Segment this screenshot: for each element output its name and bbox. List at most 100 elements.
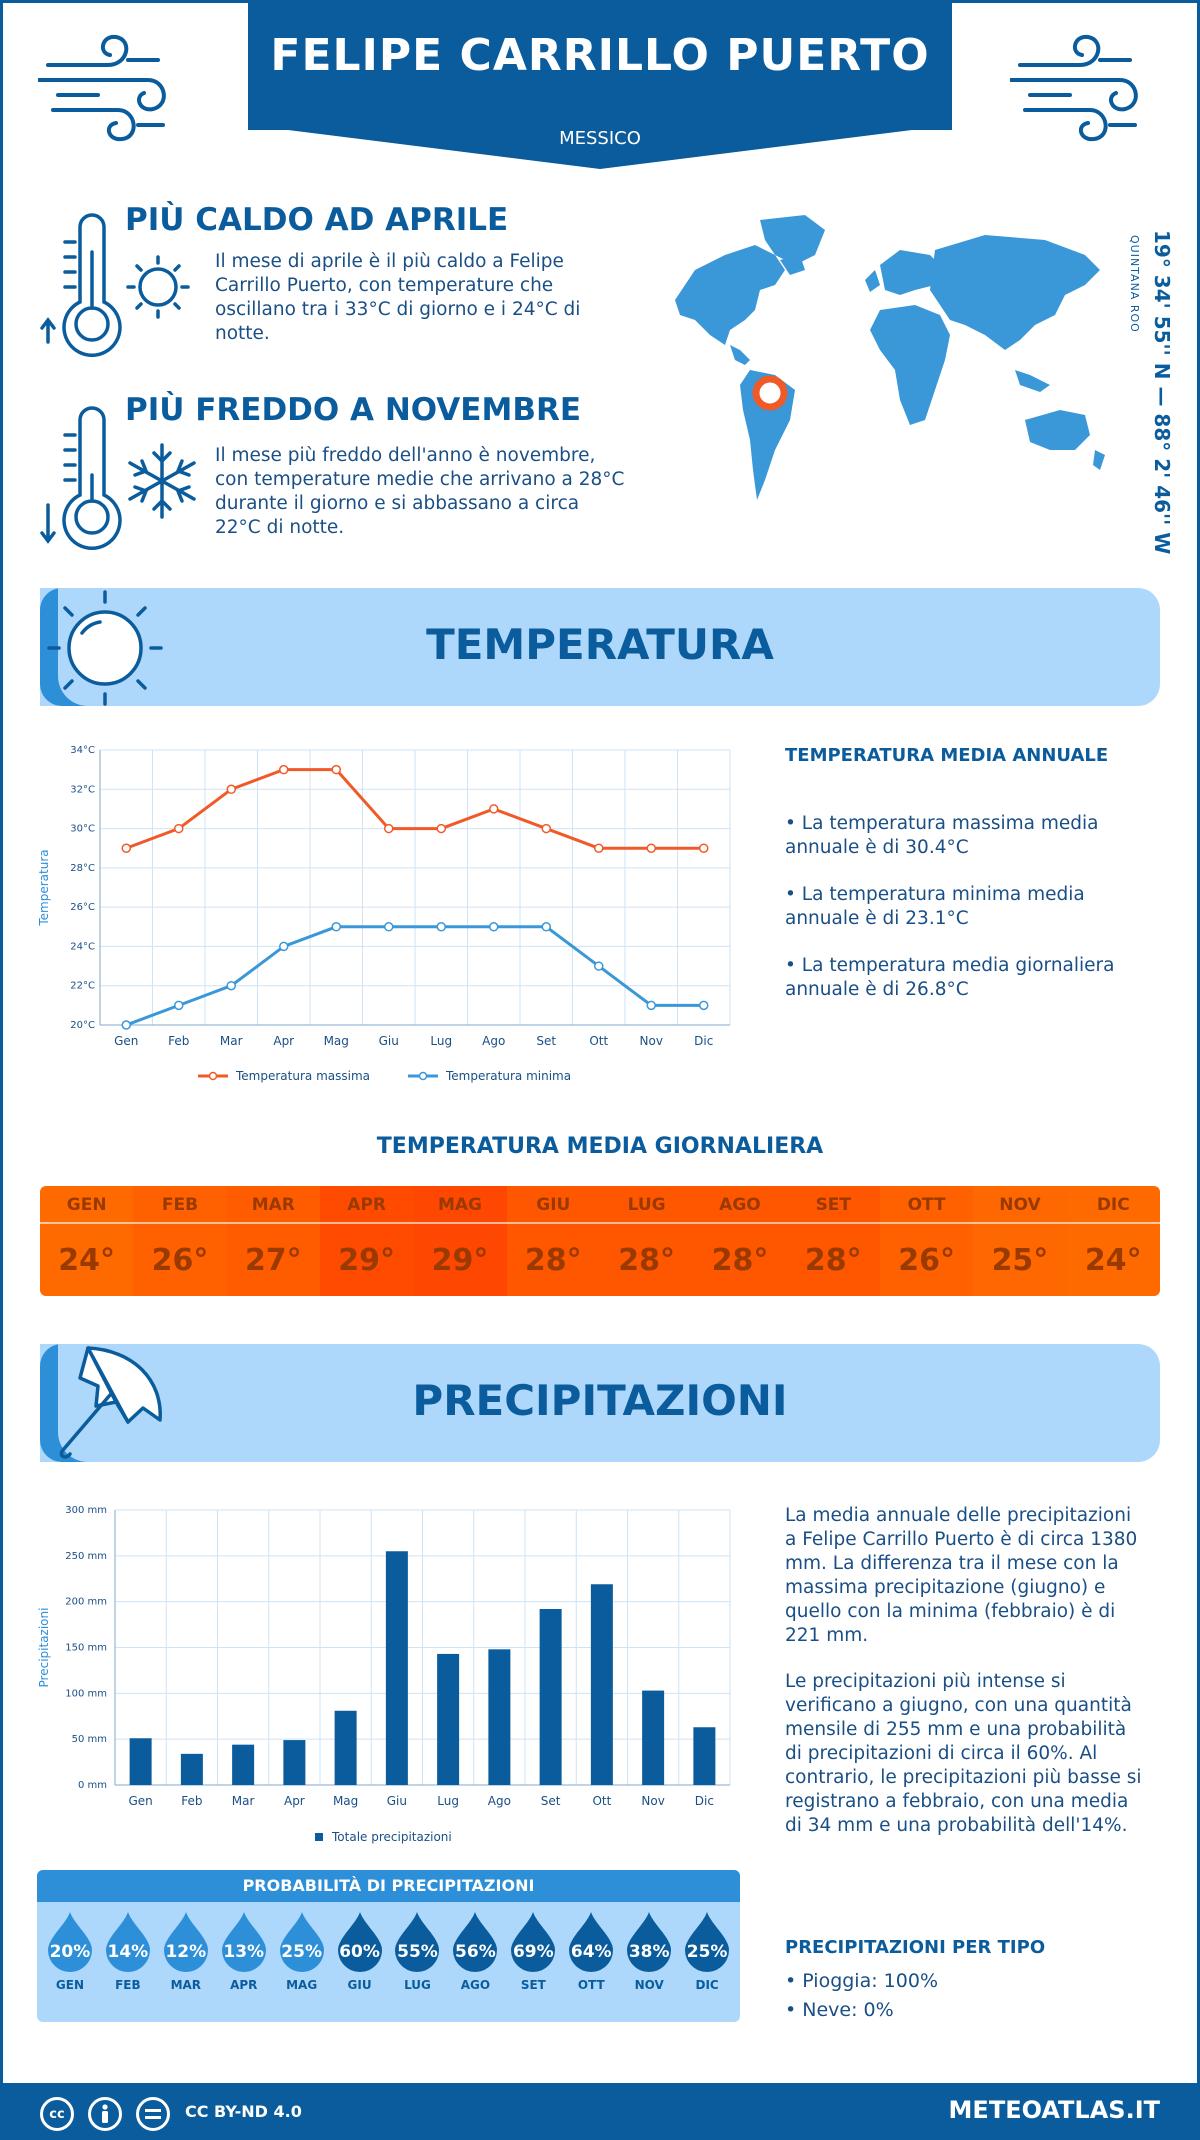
y-tick-label: 30°C — [70, 824, 95, 835]
data-point — [436, 823, 446, 834]
data-point — [226, 980, 236, 991]
daily-cell: NOV 25° — [973, 1186, 1067, 1296]
data-point — [699, 843, 709, 853]
daily-month-label: OTT — [879, 1186, 974, 1224]
daily-month-label: NOV — [973, 1186, 1067, 1224]
x-tick-label: Ott — [592, 1794, 611, 1808]
attribution-icon — [88, 2097, 122, 2131]
precip-type-snow: • Neve: 0% — [785, 1999, 894, 2021]
probability-value: 12% — [165, 1942, 207, 1962]
probability-value: 14% — [107, 1942, 149, 1962]
legend-marker — [208, 1071, 218, 1081]
daily-temp-value: 28° — [804, 1242, 862, 1278]
data-point — [174, 823, 184, 834]
data-point — [541, 823, 551, 834]
legend-marker — [418, 1071, 428, 1081]
x-tick-label: Set — [536, 1034, 556, 1048]
cold-text: Il mese più freddo dell'anno è novembre,… — [215, 445, 625, 538]
precip-type-rain: • Pioggia: 100% — [785, 1970, 938, 1992]
daily-temp-value: 25° — [991, 1242, 1049, 1278]
daily-cell: LUG 28° — [599, 1186, 694, 1296]
precip-probability-box: PROBABILITÀ DI PRECIPITAZIONI 20% GEN 14% F… — [37, 1870, 740, 2022]
bar — [642, 1690, 665, 1785]
umbrella-icon — [59, 1346, 162, 1459]
bar — [334, 1710, 357, 1785]
temperature-band — [40, 588, 1160, 706]
data-point — [331, 764, 341, 775]
daily-cell: GIU 28° — [506, 1186, 600, 1296]
y-tick-label: 26°C — [70, 902, 95, 913]
daily-cell: GEN 24° — [40, 1186, 134, 1296]
daily-temp-value: 26° — [151, 1242, 209, 1278]
bar — [539, 1609, 562, 1785]
y-tick-label: 50 mm — [72, 1734, 107, 1745]
daily-cell: APR 29° — [319, 1186, 414, 1296]
data-point — [384, 823, 394, 834]
bar — [129, 1738, 152, 1785]
daily-cell: SET 28° — [786, 1186, 880, 1296]
x-tick-label: Apr — [284, 1794, 305, 1808]
raindrop-icon — [163, 1912, 208, 1972]
cold-heading: PIÙ FREDDO A NOVEMBRE — [125, 392, 581, 428]
probability-item: 69% SET — [504, 1910, 562, 1992]
x-tick-label: Feb — [181, 1794, 202, 1808]
x-tick-label: Gen — [114, 1034, 138, 1048]
raindrop-icon — [47, 1912, 92, 1972]
daily-temp-value: 24° — [1084, 1242, 1142, 1278]
license-label: CC BY-ND 4.0 — [185, 2102, 302, 2121]
daily-month-label: DIC — [1066, 1186, 1160, 1224]
probability-item: 13% APR — [215, 1910, 273, 1992]
title-banner — [248, 0, 952, 130]
probability-month-label: AGO — [460, 1978, 491, 1992]
probability-item: 64% OTT — [562, 1910, 620, 1992]
probability-item: 55% LUG — [389, 1910, 447, 1992]
x-tick-label: Mag — [333, 1794, 358, 1808]
country-label: MESSICO — [559, 128, 641, 149]
precip-probability-title: PROBABILITÀ DI PRECIPITAZIONI — [37, 1870, 740, 1902]
x-tick-label: Apr — [273, 1034, 294, 1048]
annual-mean-bullet: • La temperatura media giornaliera annua… — [785, 955, 1115, 1000]
probability-month-label: LUG — [404, 1978, 431, 1992]
daily-month-label: APR — [319, 1186, 414, 1224]
x-tick-label: Mar — [220, 1034, 243, 1048]
legend-label: Temperatura massima — [235, 1069, 370, 1083]
y-tick-label: 34°C — [70, 745, 95, 756]
raindrop-icon — [337, 1912, 382, 1972]
y-tick-label: 32°C — [70, 784, 95, 795]
y-tick-label: 20°C — [70, 1020, 95, 1031]
page-title: FELIPE CARRILLO PUERTO — [270, 30, 930, 81]
x-tick-label: Mar — [232, 1794, 255, 1808]
site-link[interactable]: METEOATLAS.IT — [948, 2096, 1160, 2124]
daily-temp-value: 28° — [618, 1242, 675, 1278]
x-tick-label: Ott — [589, 1034, 608, 1048]
x-tick-label: Dic — [695, 1794, 714, 1808]
probability-month-label: DIC — [695, 1978, 719, 1992]
sun-icon — [47, 590, 163, 706]
x-tick-label: Feb — [168, 1034, 189, 1048]
probability-item: 20% GEN — [41, 1910, 99, 1992]
daily-month-label: SET — [786, 1186, 880, 1224]
data-point — [594, 843, 604, 853]
footer — [0, 2083, 1200, 2140]
thermometer-cold-icon — [40, 406, 196, 550]
x-tick-label: Gen — [128, 1794, 152, 1808]
data-point — [226, 784, 236, 795]
precip-type-heading: PRECIPITAZIONI PER TIPO — [785, 1937, 1046, 1958]
data-point — [331, 922, 341, 932]
x-tick-label: Lug — [437, 1794, 459, 1808]
x-tick-label: Giu — [379, 1034, 399, 1048]
legend-label: Temperatura minima — [445, 1069, 571, 1083]
world-map — [675, 215, 1105, 500]
bar — [232, 1744, 255, 1785]
temperature-section-title: TEMPERATURA — [426, 620, 774, 669]
coordinates: 19° 34' 55'' N — 88° 2' 46'' W — [1150, 230, 1174, 555]
bar — [283, 1740, 306, 1785]
bar — [693, 1727, 716, 1785]
location-marker — [752, 375, 788, 411]
hot-heading: PIÙ CALDO AD APRILE — [125, 202, 509, 238]
region-label: QUINTANA ROO — [1128, 235, 1141, 333]
probability-item: 25% DIC — [678, 1910, 736, 1992]
probability-value: 25% — [686, 1942, 728, 1962]
title-banner-point — [248, 125, 952, 169]
probability-month-label: SET — [520, 1978, 546, 1992]
